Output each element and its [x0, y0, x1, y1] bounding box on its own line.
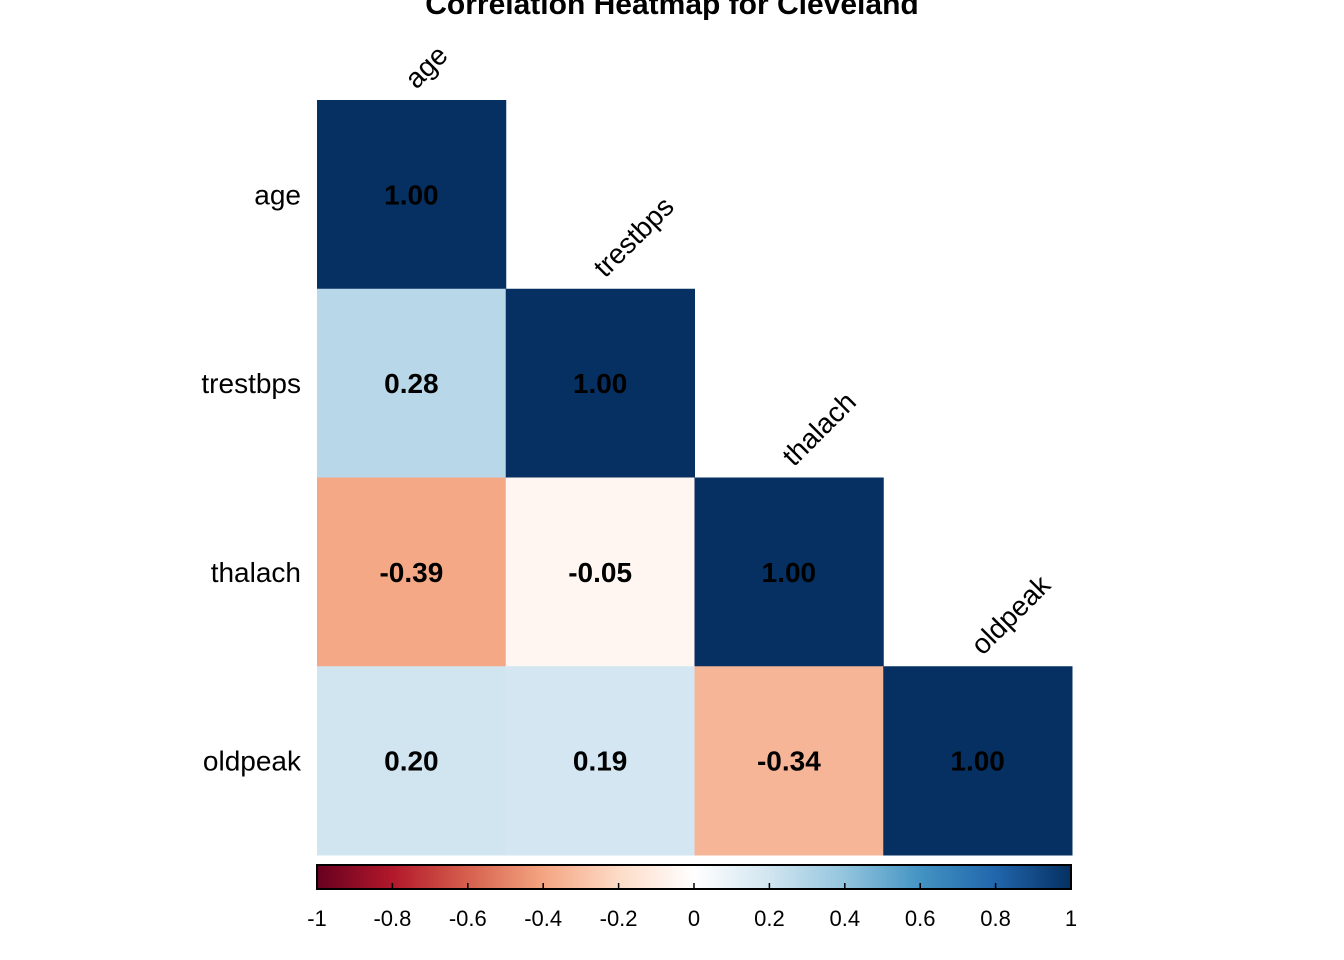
column-label-age: age — [399, 39, 454, 94]
heatmap-cell-thalach-trestbps — [505, 477, 695, 667]
heatmap-cell-oldpeak-age — [317, 666, 507, 856]
colorbar-tick-label: 0.4 — [830, 906, 861, 931]
column-label-oldpeak: oldpeak — [965, 569, 1057, 661]
cell-value-label: 1.00 — [573, 368, 628, 399]
colorbar-tick-label: 0 — [688, 906, 700, 931]
colorbar-tick-label: 0.6 — [905, 906, 936, 931]
row-label-oldpeak: oldpeak — [203, 746, 302, 777]
row-label-age: age — [254, 179, 301, 210]
cell-value-label: 0.19 — [573, 746, 628, 777]
colorbar-tick-label: -0.4 — [524, 906, 562, 931]
cell-value-label: 0.20 — [384, 746, 439, 777]
heatmap-cell-oldpeak-thalach — [694, 666, 884, 856]
cell-value-label: 1.00 — [384, 179, 439, 210]
cell-value-label: 1.00 — [950, 746, 1005, 777]
cell-value-label: -0.39 — [379, 557, 443, 588]
column-label-trestbps: trestbps — [587, 191, 679, 283]
colorbar-tick-label: -0.6 — [449, 906, 487, 931]
colorbar-tick-label: 0.2 — [754, 906, 785, 931]
colorbar-tick-label: -0.8 — [373, 906, 411, 931]
colorbar-tick-label: 0.8 — [980, 906, 1011, 931]
row-label-trestbps: trestbps — [201, 368, 301, 399]
heatmap-cell-trestbps-age — [317, 288, 507, 478]
heatmap-cell-thalach-age — [317, 477, 507, 667]
chart-title: Correlation Heatmap for Cleveland — [425, 0, 918, 21]
colorbar-tick-label: 1 — [1065, 906, 1077, 931]
heatmap-cell-age-age — [317, 100, 507, 290]
cell-value-label: 1.00 — [762, 557, 817, 588]
column-label-thalach: thalach — [776, 386, 862, 472]
heatmap-cell-oldpeak-trestbps — [505, 666, 695, 856]
colorbar: -1 -0.8 -0.6 -0.4 -0.2 0 0.2 0.4 0.6 0.8 1 — [307, 864, 1077, 931]
heatmap-cell-trestbps-trestbps — [505, 288, 695, 478]
heatmap-cell-oldpeak-oldpeak — [883, 666, 1073, 856]
heatmap-cells: 1.00 0.28 1.00 -0.39 -0.05 1.00 0.20 0.19 -0.34 1… — [317, 100, 1073, 856]
row-label-thalach: thalach — [211, 557, 301, 588]
colorbar-tick-label: -0.2 — [600, 906, 638, 931]
cell-value-label: -0.05 — [568, 557, 632, 588]
row-labels: age trestbps thalach oldpeak — [201, 179, 302, 776]
cell-value-label: 0.28 — [384, 368, 439, 399]
colorbar-tick-label: -1 — [307, 906, 327, 931]
heatmap-cell-thalach-thalach — [694, 477, 884, 667]
cell-value-label: -0.34 — [757, 746, 821, 777]
